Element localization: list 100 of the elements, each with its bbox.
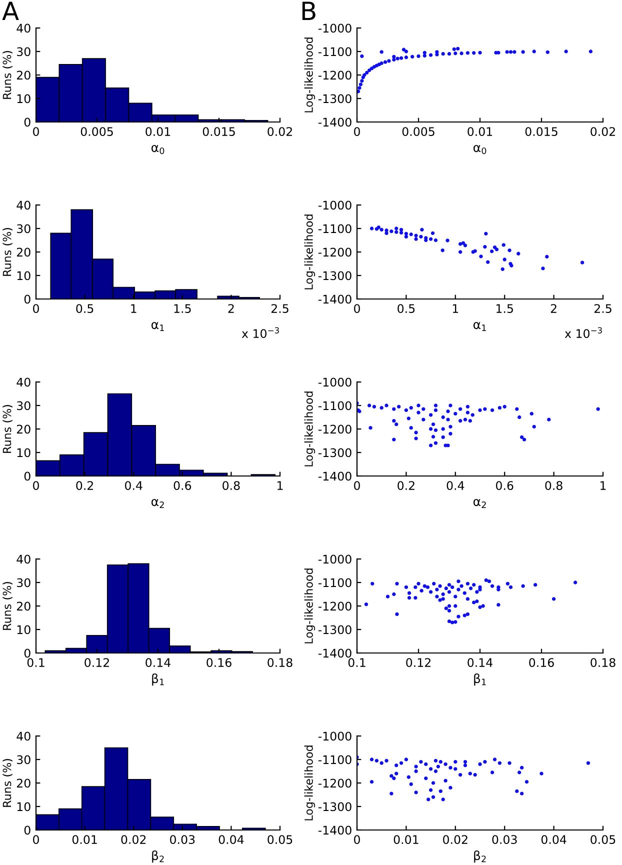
x-axis-title: α$_{1}$ — [152, 322, 164, 331]
x-tick-label: 0.4 — [124, 481, 142, 490]
x-tick-label: 0 — [33, 481, 39, 490]
x-tick-label: 0.1 — [348, 658, 366, 667]
point — [410, 54, 414, 59]
x-tick-label: 2 — [228, 304, 234, 313]
x-axis-title: β$_{1}$ — [474, 673, 486, 686]
point — [458, 242, 462, 246]
x-tick-label: 0 — [354, 835, 360, 844]
y-tick-label: -1300 — [318, 271, 352, 280]
point — [358, 86, 362, 90]
y-tick-label: -1200 — [318, 70, 352, 80]
x-tick-label: 0.14 — [468, 658, 492, 667]
y-tick-label: 40 — [16, 24, 30, 33]
x-tick-label: 0.6 — [496, 481, 514, 490]
x-tick-label: 0.015 — [525, 127, 558, 136]
x-tick-label: 0.015 — [202, 127, 235, 136]
point — [456, 46, 460, 51]
point — [414, 237, 418, 241]
point — [414, 234, 418, 238]
x-tick-label: 0 — [354, 127, 360, 136]
y-tick-label: 10 — [17, 802, 30, 812]
y-tick-label: -1400 — [318, 472, 352, 481]
y-axis-title: Runs (%) — [2, 759, 12, 807]
point — [380, 228, 384, 232]
y-tick-label: 0 — [24, 472, 30, 481]
x-tick-label: 0.5 — [398, 304, 415, 313]
x-tick-label: 0.03 — [492, 835, 517, 844]
x-tick-label: 0.01 — [72, 835, 97, 844]
text: B — [302, 2, 316, 20]
point — [498, 761, 502, 765]
point — [404, 56, 408, 60]
point — [390, 229, 394, 234]
point — [402, 48, 406, 52]
point — [404, 758, 408, 762]
point — [380, 761, 384, 765]
point — [419, 760, 423, 764]
point — [520, 766, 524, 770]
x-tick-label: 0.8 — [545, 481, 562, 490]
point — [444, 778, 448, 782]
y-tick-label: 30 — [17, 755, 30, 764]
y-tick-label: -1000 — [318, 24, 352, 33]
point — [463, 764, 468, 768]
y-tick-label: 20 — [16, 70, 30, 80]
point — [404, 234, 408, 239]
point — [586, 761, 590, 765]
y-tick-label: 40 — [16, 378, 30, 387]
y-tick-label: 20 — [16, 424, 30, 434]
y-axis-title: Log-likelihood — [304, 38, 316, 112]
y-tick-label: -1100 — [318, 401, 352, 410]
point — [438, 789, 442, 794]
y-tick-label: -1300 — [318, 94, 352, 104]
y-tick-label: -1100 — [318, 47, 352, 56]
point — [428, 237, 433, 241]
x-tick-label: 1 — [278, 481, 283, 490]
point — [409, 782, 413, 786]
point — [588, 50, 593, 54]
y-tick-label: 10 — [17, 625, 30, 634]
x-tick-label: 0.8 — [222, 481, 240, 490]
y-tick-label: 0 — [24, 294, 30, 304]
point — [399, 228, 404, 232]
point — [478, 50, 482, 55]
x-tick-label: 0.05 — [590, 835, 616, 844]
y-tick-label: -1200 — [318, 424, 352, 434]
point — [478, 762, 482, 766]
point — [416, 54, 420, 58]
y-axis-title: Log-likelihood — [304, 746, 316, 820]
point — [494, 248, 499, 252]
point — [434, 769, 438, 774]
y-tick-label: -1200 — [318, 248, 352, 257]
x-tick-label: 1.5 — [174, 304, 191, 313]
x-axis-title: α$_{1}$ — [474, 322, 486, 331]
point — [430, 231, 435, 236]
point — [365, 70, 369, 74]
point — [370, 758, 374, 762]
point — [518, 770, 522, 774]
x-tick-label: 2 — [550, 304, 556, 313]
y-tick-label: 10 — [17, 271, 30, 280]
point — [383, 60, 388, 64]
point — [438, 760, 442, 764]
y-tick-label: 40 — [16, 732, 30, 741]
point — [384, 758, 388, 763]
x-axis-title: β$_{1}$ — [152, 673, 164, 686]
x-tick-label: 0.02 — [268, 127, 292, 136]
point — [484, 232, 488, 236]
point — [500, 267, 504, 271]
x-tick-label: 0.05 — [268, 835, 292, 844]
point — [426, 798, 430, 802]
point — [428, 53, 433, 57]
point — [424, 776, 428, 780]
point — [580, 260, 584, 264]
point — [392, 54, 396, 59]
point — [492, 758, 497, 762]
x-tick-label: 1 — [452, 304, 458, 313]
x-tick-label: 0.12 — [84, 658, 109, 667]
x-axis-title: β$_{2}$ — [474, 850, 486, 863]
point — [424, 762, 428, 766]
point — [409, 232, 413, 236]
point — [458, 250, 462, 254]
y-tick-label: -1400 — [318, 648, 352, 658]
